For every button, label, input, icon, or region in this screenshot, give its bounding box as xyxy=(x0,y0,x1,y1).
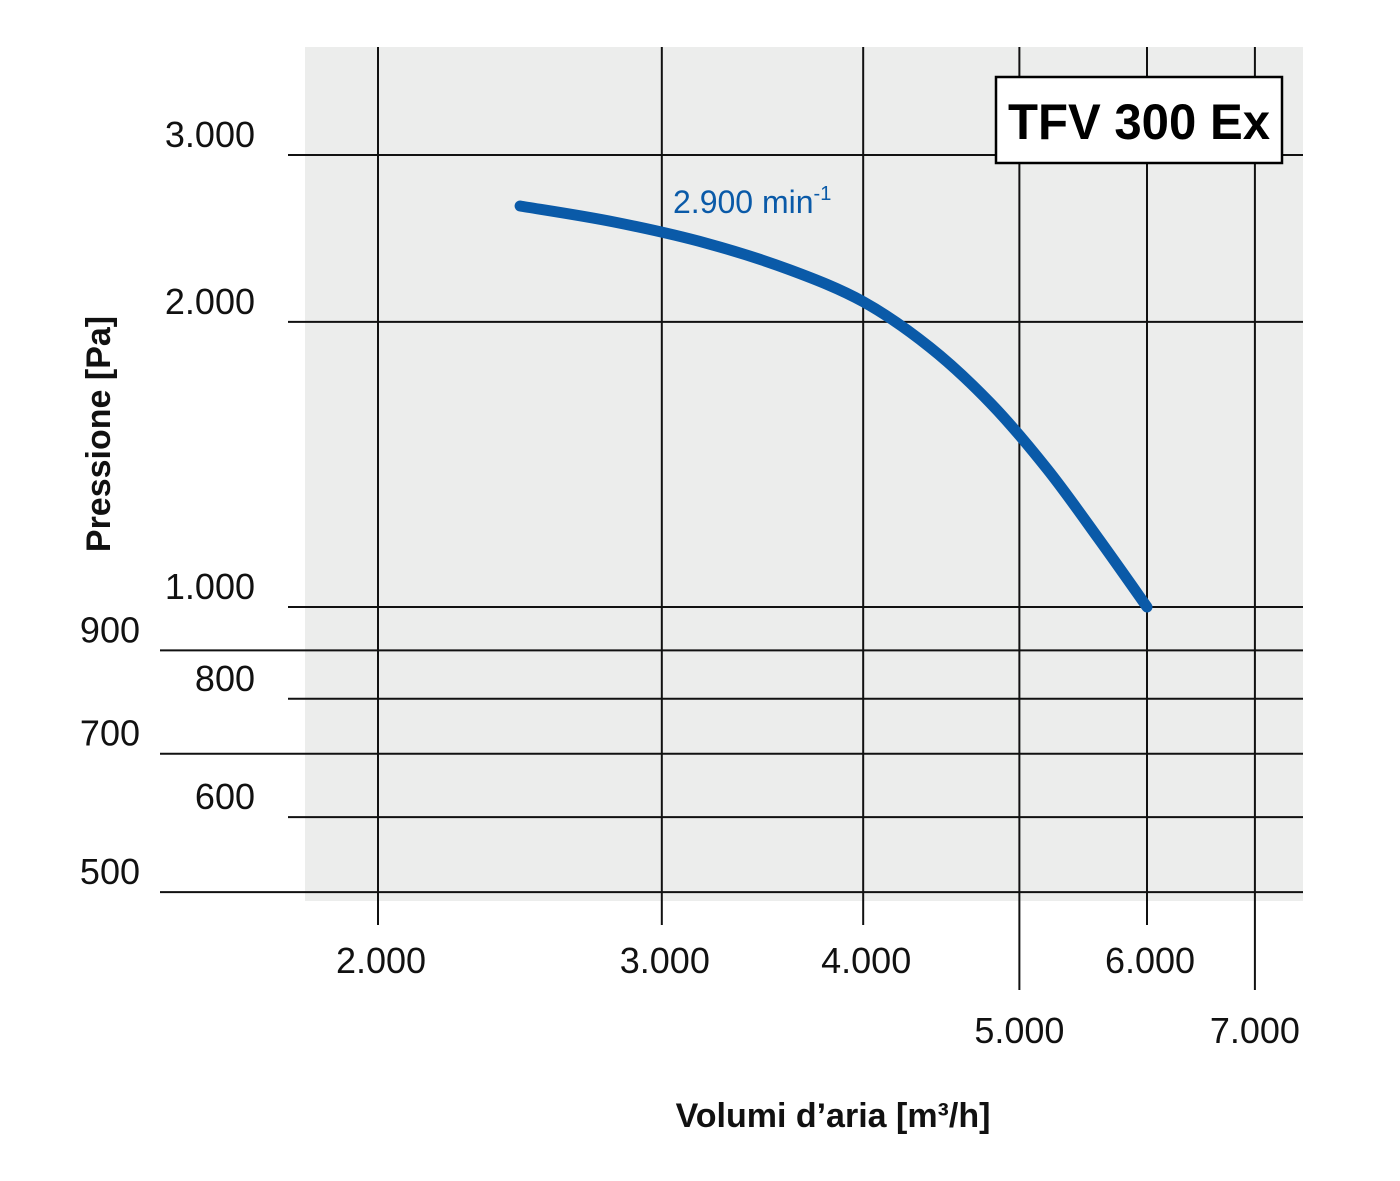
series-line-2900-rpm xyxy=(514,200,1153,613)
x-tick-label: 6.000 xyxy=(1105,940,1195,981)
x-tick-label: 7.000 xyxy=(1210,1010,1300,1051)
y-tick-label: 700 xyxy=(80,713,140,754)
tick-labels: 3.000 2.000 1.000 900 800 700 600 500 2.000 3.000… xyxy=(80,114,1300,1051)
title-box xyxy=(994,75,1284,165)
gridlines xyxy=(160,47,1303,990)
title-badge: TFV 300 Ex xyxy=(994,75,1284,165)
x-tick-label: 3.000 xyxy=(620,940,710,981)
y-tick-label: 900 xyxy=(80,609,140,650)
x-tick-label: 4.000 xyxy=(821,940,911,981)
x-tick-label: 5.000 xyxy=(974,1010,1064,1051)
x-tick-label: 2.000 xyxy=(336,940,426,981)
y-tick-label: 1.000 xyxy=(165,566,255,607)
y-tick-label: 3.000 xyxy=(165,114,255,155)
y-axis-title: Pressione [Pa] xyxy=(80,316,118,552)
series: 2.900 min-1 xyxy=(514,183,1153,613)
plot-area xyxy=(305,47,1303,901)
chart-title: TFV 300 Ex xyxy=(1008,94,1270,150)
y-tick-label: 500 xyxy=(80,851,140,892)
y-tick-label: 800 xyxy=(195,658,255,699)
series-label: 2.900 min-1 xyxy=(673,183,831,220)
y-tick-label: 2.000 xyxy=(165,281,255,322)
y-tick-label: 600 xyxy=(195,776,255,817)
x-axis-title: Volumi d’aria [m³/h] xyxy=(676,1097,991,1135)
